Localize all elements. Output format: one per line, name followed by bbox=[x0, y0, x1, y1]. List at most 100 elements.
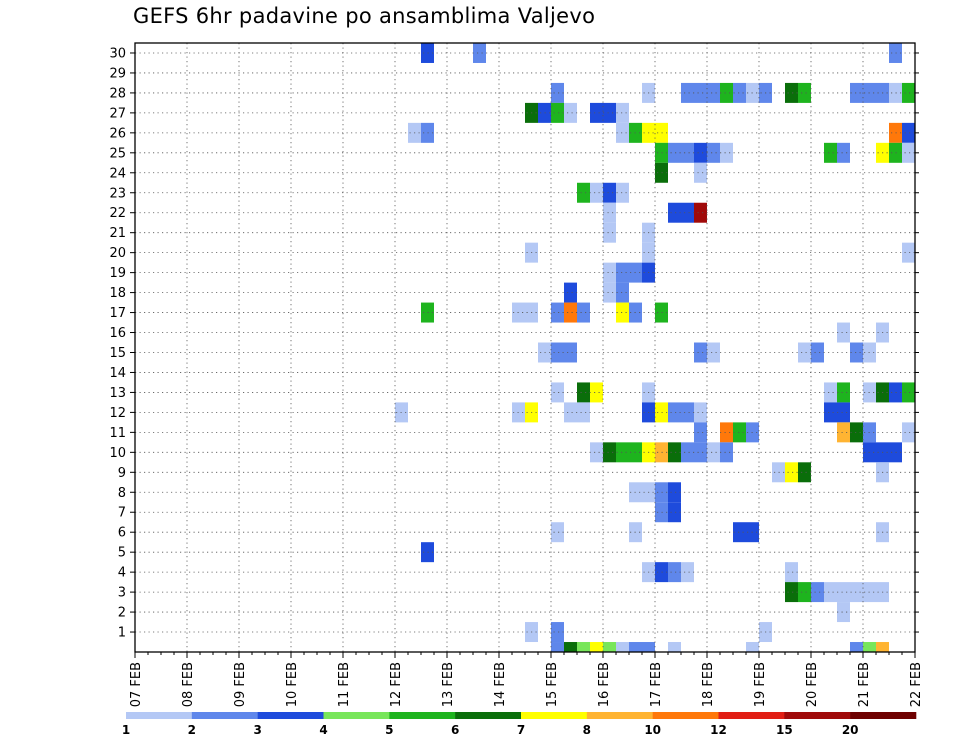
colorbar-swatch bbox=[718, 712, 785, 719]
precip-cell bbox=[785, 562, 798, 583]
precip-cell bbox=[746, 642, 759, 652]
precip-cell bbox=[733, 522, 746, 543]
colorbar-label: 3 bbox=[253, 723, 261, 737]
precip-cell bbox=[681, 562, 694, 583]
precip-cell bbox=[668, 482, 681, 503]
precip-cell bbox=[850, 582, 863, 603]
precip-cell bbox=[603, 222, 616, 243]
precip-cell bbox=[863, 642, 876, 652]
colorbar-label: 5 bbox=[385, 723, 393, 737]
y-tick-label: 17 bbox=[109, 306, 126, 321]
precip-cell bbox=[694, 422, 707, 443]
precip-cell bbox=[564, 302, 577, 323]
precip-cell bbox=[707, 342, 720, 363]
colorbar-swatch bbox=[521, 712, 588, 719]
x-tick-label: 07 FEB bbox=[129, 662, 144, 707]
y-tick-label: 22 bbox=[109, 206, 126, 221]
precip-cell bbox=[603, 202, 616, 223]
colorbar-swatch bbox=[323, 712, 390, 719]
colorbar-swatch bbox=[126, 712, 193, 719]
precip-cell bbox=[785, 462, 798, 483]
colorbar-label: 12 bbox=[710, 723, 727, 737]
precip-cell bbox=[785, 82, 798, 103]
precip-cell bbox=[694, 342, 707, 363]
precip-cell bbox=[603, 262, 616, 283]
precip-cell bbox=[902, 422, 915, 443]
precip-cell bbox=[902, 142, 915, 163]
precip-cell bbox=[824, 142, 837, 163]
precip-cell bbox=[811, 582, 824, 603]
y-tick-label: 13 bbox=[109, 386, 126, 401]
precip-cell bbox=[616, 642, 629, 652]
precip-cell bbox=[798, 462, 811, 483]
precip-cell bbox=[902, 122, 915, 143]
precip-cell bbox=[577, 642, 590, 652]
x-tick-label: 10 FEB bbox=[285, 662, 300, 707]
precip-cell bbox=[668, 502, 681, 523]
y-tick-label: 28 bbox=[109, 86, 126, 101]
precip-cell bbox=[824, 382, 837, 403]
precip-cell bbox=[681, 202, 694, 223]
colorbar-swatch bbox=[455, 712, 522, 719]
colorbar-swatch bbox=[850, 712, 917, 719]
precip-cell bbox=[473, 43, 486, 63]
precip-cell bbox=[642, 642, 655, 652]
precip-cell bbox=[798, 82, 811, 103]
y-tick-label: 30 bbox=[109, 46, 126, 61]
precip-cell bbox=[551, 102, 564, 123]
precip-cell bbox=[668, 202, 681, 223]
precip-cell bbox=[616, 102, 629, 123]
colorbar-label: 8 bbox=[583, 723, 591, 737]
precip-cell bbox=[707, 442, 720, 463]
precip-cell bbox=[577, 382, 590, 403]
y-tick-label: 21 bbox=[109, 226, 126, 241]
x-tick-label: 13 FEB bbox=[441, 662, 456, 707]
y-tick-label: 8 bbox=[118, 486, 126, 501]
y-tick-label: 7 bbox=[118, 506, 126, 521]
precip-cell bbox=[824, 582, 837, 603]
colorbar-label: 20 bbox=[842, 723, 859, 737]
precip-cell bbox=[616, 182, 629, 203]
precip-cell bbox=[694, 402, 707, 423]
precip-cell bbox=[876, 642, 889, 652]
y-tick-label: 20 bbox=[109, 246, 126, 261]
precip-cell bbox=[590, 182, 603, 203]
precip-cell bbox=[603, 442, 616, 463]
precip-cell bbox=[616, 282, 629, 303]
y-tick-label: 26 bbox=[109, 126, 126, 141]
y-tick-label: 3 bbox=[118, 586, 126, 601]
precip-cell bbox=[590, 442, 603, 463]
precip-cell bbox=[837, 582, 850, 603]
precip-cell bbox=[850, 82, 863, 103]
colorbar-label: 6 bbox=[451, 723, 459, 737]
chart-title: GEFS 6hr padavine po ansamblima Valjevo bbox=[133, 4, 596, 28]
colorbar-swatch bbox=[586, 712, 653, 719]
precip-cell bbox=[681, 442, 694, 463]
precip-cell bbox=[681, 402, 694, 423]
precip-cell bbox=[564, 402, 577, 423]
x-tick-label: 18 FEB bbox=[701, 662, 716, 707]
precip-cell bbox=[694, 162, 707, 183]
precip-cell bbox=[785, 582, 798, 603]
x-tick-label: 14 FEB bbox=[493, 662, 508, 707]
colorbar-label: 4 bbox=[319, 723, 327, 737]
y-tick-label: 27 bbox=[109, 106, 126, 121]
colorbar-label: 1 bbox=[122, 723, 130, 737]
y-tick-label: 1 bbox=[118, 626, 126, 641]
y-tick-label: 12 bbox=[109, 406, 126, 421]
precip-cell bbox=[603, 182, 616, 203]
precip-cell bbox=[720, 82, 733, 103]
precip-cell bbox=[668, 642, 681, 652]
y-tick-label: 11 bbox=[109, 426, 126, 441]
precip-cell bbox=[850, 422, 863, 443]
precip-cell bbox=[603, 102, 616, 123]
colorbar-label: 7 bbox=[517, 723, 525, 737]
y-tick-label: 29 bbox=[109, 66, 126, 81]
precip-cell bbox=[616, 262, 629, 283]
precip-cell bbox=[551, 522, 564, 543]
precip-cell bbox=[681, 82, 694, 103]
precip-cell bbox=[837, 142, 850, 163]
precip-cell bbox=[694, 202, 707, 223]
precip-cell bbox=[668, 142, 681, 163]
